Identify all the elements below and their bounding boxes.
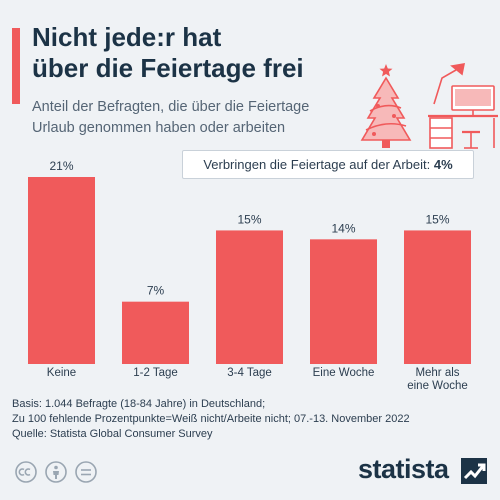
category-label-2-0: 3-4 Tage xyxy=(227,367,272,379)
subtitle-line-1: Anteil der Befragten, die über die Feier… xyxy=(32,99,310,115)
bar-1 xyxy=(122,301,189,364)
footer-missing-note: Zu 100 fehlende Prozentpunkte=Weiß nicht… xyxy=(12,413,410,425)
category-label-3-0: Eine Woche xyxy=(313,367,375,379)
license-icons[interactable] xyxy=(14,460,110,484)
bar-2 xyxy=(216,230,283,364)
equals-icon[interactable] xyxy=(75,461,97,483)
value-label-2: 15% xyxy=(237,212,261,226)
bar-0 xyxy=(28,177,95,364)
category-label-0-0: Keine xyxy=(47,367,76,379)
value-label-0: 21% xyxy=(49,159,73,173)
footer-notes: Basis: 1.044 Befragte (18-84 Jahre) in D… xyxy=(12,397,410,442)
bar-4 xyxy=(404,230,471,364)
page-title: Nicht jede:r hat über die Feiertage frei xyxy=(32,22,362,84)
callout-label: Verbringen die Feiertage auf der Arbeit: xyxy=(203,157,431,172)
callout-box: Verbringen die Feiertage auf der Arbeit:… xyxy=(182,150,474,179)
bar-3 xyxy=(310,239,377,364)
value-label-3: 14% xyxy=(331,221,355,235)
category-label-4-0: Mehr als xyxy=(415,367,459,379)
cc-icon[interactable] xyxy=(15,461,37,483)
value-label-1: 7% xyxy=(147,284,165,298)
subtitle: Anteil der Befragten, die über die Feier… xyxy=(32,97,352,139)
value-label-4: 15% xyxy=(425,212,449,226)
category-label-1-0: 1-2 Tage xyxy=(133,367,178,379)
footer-source: Quelle: Statista Global Consumer Survey xyxy=(12,428,213,440)
holiday-illustration xyxy=(360,63,498,149)
callout-value: 4% xyxy=(433,157,453,172)
category-label-4-1: eine Woche xyxy=(407,380,468,392)
by-person-icon[interactable] xyxy=(45,461,67,483)
accent-bar xyxy=(12,28,20,104)
bar-chart: 21% Keine 7% 1-2 Tage 15% 3-4 Tage 14% Eine Woc… xyxy=(28,159,471,392)
statista-logo-icon xyxy=(461,458,487,484)
desk-workplace-icon xyxy=(428,63,498,149)
title-line-2: über die Feiertage frei xyxy=(32,53,304,83)
title-line-1: Nicht jede:r hat xyxy=(32,22,222,52)
subtitle-line-2: Urlaub genommen haben oder arbeiten xyxy=(32,120,286,136)
statista-wordmark: statista xyxy=(358,454,449,484)
footer-base-note: Basis: 1.044 Befragte (18-84 Jahre) in D… xyxy=(12,398,266,410)
christmas-tree-icon xyxy=(360,64,412,148)
statista-logo[interactable]: statista xyxy=(358,452,488,488)
